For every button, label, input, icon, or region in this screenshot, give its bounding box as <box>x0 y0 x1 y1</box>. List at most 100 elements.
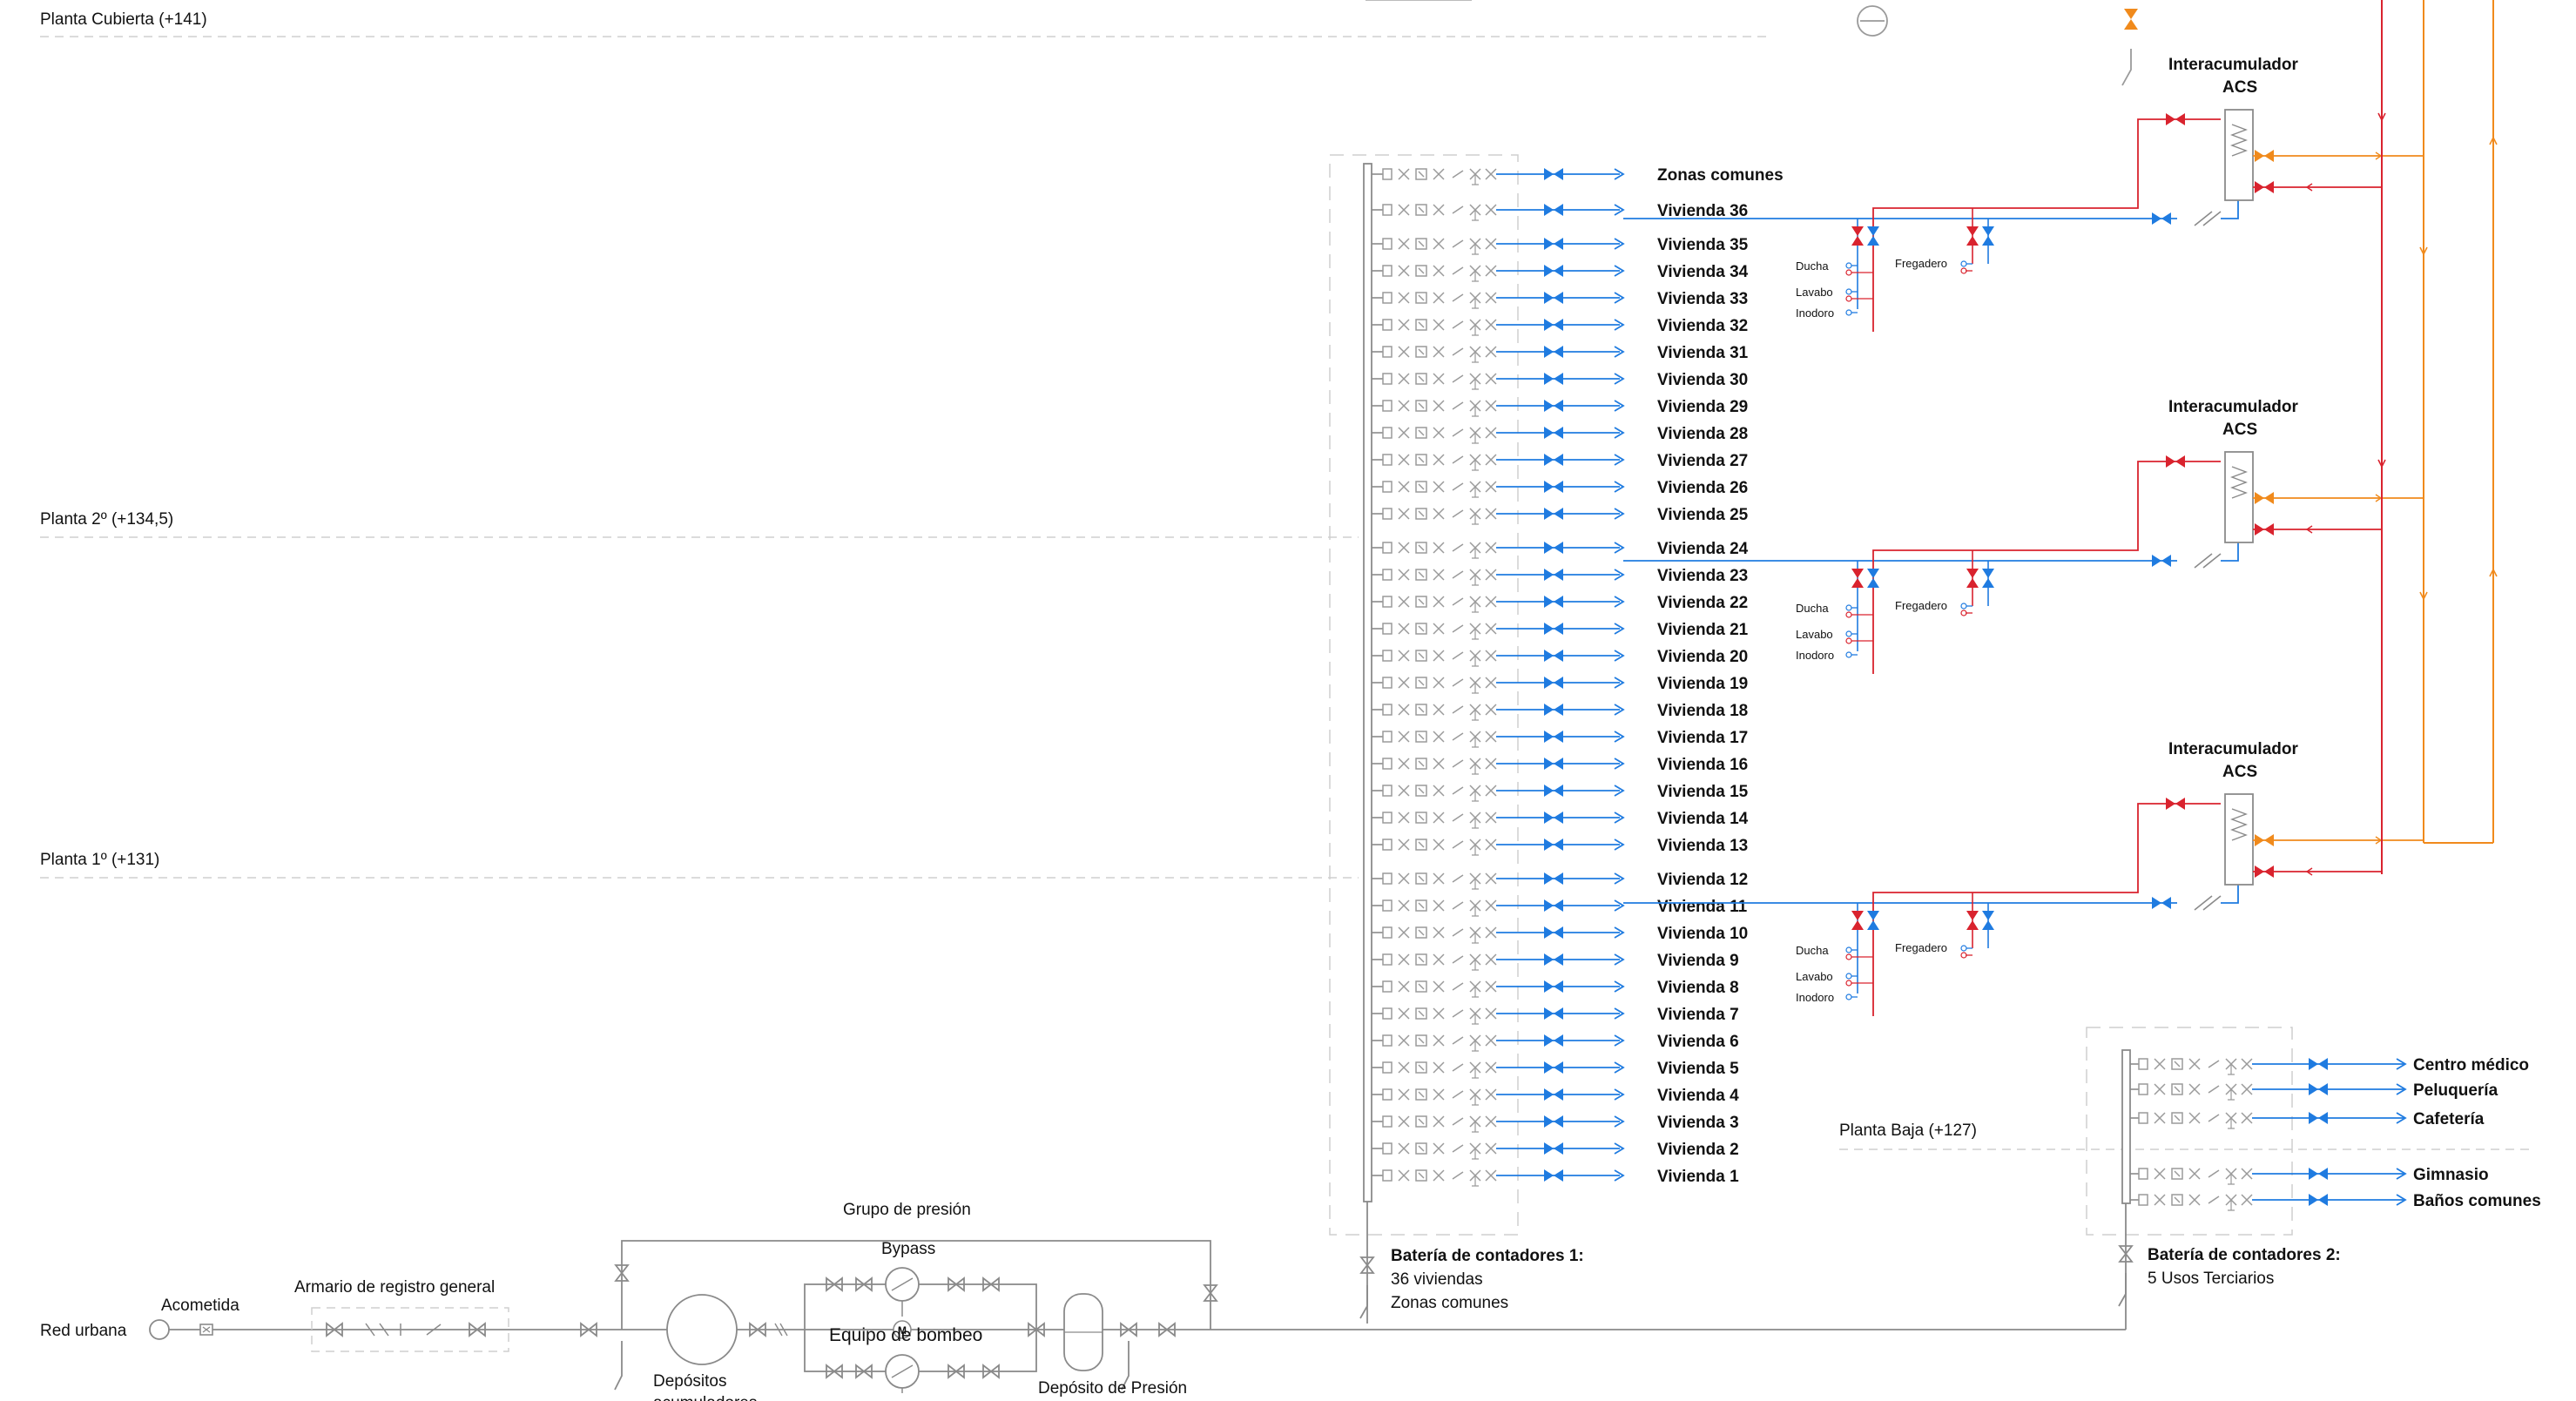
label-vivienda: Vivienda 14 <box>1657 810 1749 828</box>
label-vivienda: Vivienda 8 <box>1657 979 1739 997</box>
label-vivienda: Vivienda 27 <box>1657 452 1748 470</box>
battery1-row: Vivienda 7 <box>1372 1006 1739 1025</box>
battery1-row: Vivienda 29 <box>1372 398 1748 417</box>
battery1-row: Vivienda 31 <box>1372 344 1749 363</box>
entry-armario: Armario de registro general <box>294 1278 495 1297</box>
entry-grupo: Grupo de presión <box>843 1201 971 1219</box>
label-vivienda: Vivienda 13 <box>1657 837 1748 855</box>
battery1-caption-line1: 36 viviendas <box>1391 1270 1483 1289</box>
label-vivienda: Vivienda 16 <box>1657 756 1748 774</box>
battery1-row: Vivienda 35 <box>1372 236 1749 255</box>
acs-label-line2: ACS <box>2222 763 2257 781</box>
battery1-caption-title: Batería de contadores 1: <box>1391 1247 1584 1265</box>
battery1-row: Vivienda 33 <box>1372 290 1748 309</box>
battery1-row: Vivienda 26 <box>1372 479 1748 498</box>
label-vivienda: Vivienda 18 <box>1657 702 1748 720</box>
label-vivienda: Vivienda 5 <box>1657 1060 1739 1078</box>
label-vivienda: Vivienda 17 <box>1657 729 1748 747</box>
battery1-row: Vivienda 14 <box>1372 810 1749 829</box>
entry-bypass: Bypass <box>881 1240 935 1258</box>
dwelling-detail-1: Interacumulador ACS Ducha Lavabo Inodoro Freg… <box>1623 56 2424 332</box>
battery2-row: Cafetería <box>2130 1110 2485 1129</box>
acs-label-line1: Interacumulador <box>2168 740 2298 758</box>
label-vivienda: Vivienda 10 <box>1657 925 1748 943</box>
label-uso-terciario: Peluquería <box>2413 1081 2498 1100</box>
label-zonas-comunes: Zonas comunes <box>1657 166 1784 185</box>
label-uso-terciario: Cafetería <box>2413 1110 2485 1128</box>
fixture-fregadero: Fregadero <box>1895 599 1947 612</box>
battery1-rows: Zonas comunes Vivienda 36 Vivienda 35 Vivie… <box>1372 166 1784 1187</box>
battery1-row: Vivienda 3 <box>1372 1114 1739 1133</box>
label-vivienda: Vivienda 7 <box>1657 1006 1739 1024</box>
battery1-row: Vivienda 5 <box>1372 1060 1739 1079</box>
acs-label-line1: Interacumulador <box>2168 398 2298 416</box>
label-vivienda: Vivienda 9 <box>1657 952 1739 970</box>
label-vivienda: Vivienda 31 <box>1657 344 1749 362</box>
label-vivienda: Vivienda 33 <box>1657 290 1748 308</box>
label-vivienda: Vivienda 4 <box>1657 1087 1739 1105</box>
battery1-row: Vivienda 24 <box>1372 540 1749 559</box>
fixture-ducha: Ducha <box>1796 602 1829 615</box>
label-vivienda: Vivienda 6 <box>1657 1033 1739 1051</box>
battery1-row: Vivienda 17 <box>1372 729 1748 748</box>
battery1-row: Vivienda 22 <box>1372 594 1748 613</box>
dwelling-detail-2: Interacumulador ACS Ducha Lavabo Inodoro Freg… <box>1623 398 2424 674</box>
battery2-row: Baños comunes <box>2130 1192 2541 1211</box>
battery1-row: Vivienda 25 <box>1372 506 1749 525</box>
fixture-inodoro: Inodoro <box>1796 649 1834 662</box>
label-vivienda: Vivienda 23 <box>1657 567 1748 585</box>
floor-label-baja: Planta Baja (+127) <box>1839 1121 1977 1140</box>
label-vivienda: Vivienda 30 <box>1657 371 1748 389</box>
label-vivienda: Vivienda 21 <box>1657 621 1749 639</box>
fixture-ducha: Ducha <box>1796 944 1829 957</box>
battery2-rows: Centro médico Peluquería Cafetería Gimnasio… <box>2130 1056 2541 1211</box>
label-uso-terciario: Gimnasio <box>2413 1166 2489 1184</box>
battery1-row-zonas-comunes: Zonas comunes <box>1372 166 1784 185</box>
label-vivienda: Vivienda 20 <box>1657 648 1748 666</box>
entry-red-urbana: Red urbana <box>40 1322 127 1340</box>
battery1-row: Vivienda 19 <box>1372 675 1748 694</box>
floor-label-segunda: Planta 2º (+134,5) <box>40 510 173 529</box>
entry-pressure-group: Red urbana Acometida Armario de registro… <box>40 1201 2127 1401</box>
meter-battery-2: Centro médico Peluquería Cafetería Gimnasio… <box>2086 1027 2541 1325</box>
floor-levels: Planta Cubierta (+141) Planta 2º (+134,5… <box>40 10 2534 1150</box>
entry-equipo: Equipo de bombeo <box>829 1325 982 1345</box>
battery1-row: Vivienda 15 <box>1372 783 1749 802</box>
entry-deposito-presion: Depósito de Presión <box>1038 1379 1187 1398</box>
battery2-row: Peluquería <box>2130 1081 2498 1101</box>
battery2-caption-line1: 5 Usos Terciarios <box>2148 1270 2274 1288</box>
fixture-fregadero: Fregadero <box>1895 257 1947 270</box>
battery1-row: Vivienda 1 <box>1372 1168 1739 1187</box>
label-vivienda: Vivienda 26 <box>1657 479 1748 497</box>
label-vivienda: Vivienda 11 <box>1657 898 1748 916</box>
label-uso-terciario: Baños comunes <box>2413 1192 2541 1210</box>
label-vivienda: Vivienda 25 <box>1657 506 1749 524</box>
battery1-row: Vivienda 32 <box>1372 317 1748 336</box>
fixture-lavabo: Lavabo <box>1796 970 1833 983</box>
battery1-row: Vivienda 6 <box>1372 1033 1739 1052</box>
label-vivienda: Vivienda 19 <box>1657 675 1748 693</box>
battery2-row: Centro médico <box>2130 1056 2529 1075</box>
battery1-row: Vivienda 13 <box>1372 837 1748 856</box>
battery1-row: Vivienda 16 <box>1372 756 1748 775</box>
dwelling-detail-3: Interacumulador ACS Ducha Lavabo Inodoro Freg… <box>1623 740 2424 1016</box>
pump-motor-label: M <box>898 1324 907 1337</box>
battery1-row: Vivienda 21 <box>1372 621 1749 640</box>
meter-battery-1: Zonas comunes Vivienda 36 Vivienda 35 Vivie… <box>1329 154 1784 1324</box>
floor-label-cubierta: Planta Cubierta (+141) <box>40 10 207 29</box>
battery1-row: Vivienda 20 <box>1372 648 1748 667</box>
label-vivienda: Vivienda 35 <box>1657 236 1749 254</box>
label-vivienda: Vivienda 1 <box>1657 1168 1739 1186</box>
battery1-row: Vivienda 12 <box>1372 871 1748 890</box>
label-vivienda: Vivienda 12 <box>1657 871 1748 889</box>
fixture-inodoro: Inodoro <box>1796 991 1834 1004</box>
battery1-row: Vivienda 34 <box>1372 263 1749 282</box>
label-vivienda: Vivienda 2 <box>1657 1141 1739 1159</box>
label-vivienda: Vivienda 34 <box>1657 263 1749 281</box>
battery2-caption-title: Batería de contadores 2: <box>2148 1246 2341 1264</box>
label-vivienda: Vivienda 3 <box>1657 1114 1739 1132</box>
fixture-fregadero: Fregadero <box>1895 941 1947 954</box>
label-uso-terciario: Centro médico <box>2413 1056 2529 1074</box>
battery1-row: Vivienda 23 <box>1372 567 1748 586</box>
